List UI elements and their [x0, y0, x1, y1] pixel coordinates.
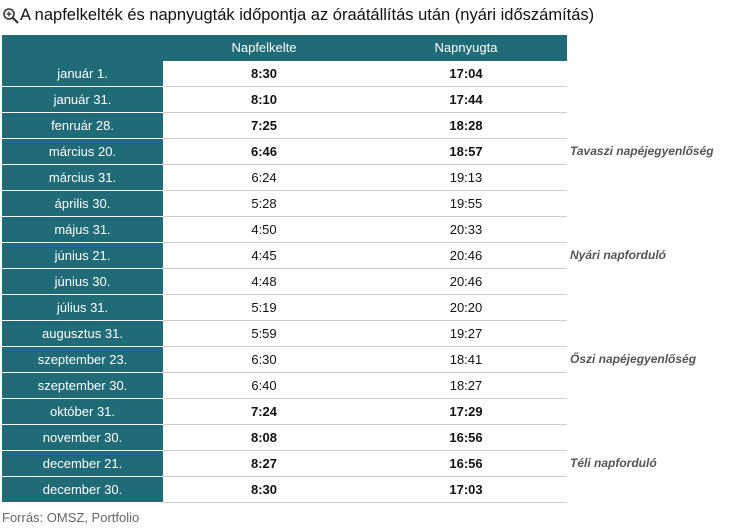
- header-row: Napfelkelte Napnyugta: [2, 35, 740, 61]
- title-bar: A napfelkelték és napnyugták időpontja a…: [2, 6, 594, 25]
- date-cell: január 31.: [2, 87, 163, 113]
- table-row: május 31. 4:50 20:33: [2, 217, 740, 243]
- sunrise-cell: 6:30: [163, 347, 365, 373]
- sunrise-cell: 7:25: [163, 113, 365, 139]
- table-row: január 1. 8:30 17:04: [2, 61, 740, 87]
- date-cell: október 31.: [2, 399, 163, 425]
- table-row: szeptember 23. 6:30 18:41 Őszi napéjegyenlő…: [2, 347, 740, 373]
- sunrise-cell: 6:46: [163, 139, 365, 165]
- sunrise-cell: 5:28: [163, 191, 365, 217]
- row-note: Őszi napéjegyenlőség: [570, 352, 697, 366]
- zoom-icon: [3, 7, 19, 24]
- sunset-cell: 19:27: [365, 321, 567, 347]
- sunrise-cell: 4:48: [163, 269, 365, 295]
- sunset-cell: 18:41: [365, 347, 567, 373]
- table-row: november 30. 8:08 16:56: [2, 425, 740, 451]
- sunrise-cell: 6:40: [163, 373, 365, 399]
- table-row: június 21. 4:45 20:46 Nyári napforduló: [2, 243, 740, 269]
- row-note: Tavaszi napéjegyenlőség: [570, 144, 714, 158]
- sunrise-cell: 4:45: [163, 243, 365, 269]
- sunrise-cell: 7:24: [163, 399, 365, 425]
- sunrise-cell: 5:59: [163, 321, 365, 347]
- date-cell: augusztus 31.: [2, 321, 163, 347]
- sunrise-cell: 4:50: [163, 217, 365, 243]
- date-cell: április 30.: [2, 191, 163, 217]
- sunrise-cell: 8:10: [163, 87, 365, 113]
- date-cell: június 21.: [2, 243, 163, 269]
- date-cell: június 30.: [2, 269, 163, 295]
- table-row: december 30. 8:30 17:03: [2, 477, 740, 503]
- sunset-cell: 17:03: [365, 477, 567, 503]
- sunset-cell: 19:55: [365, 191, 567, 217]
- sunrise-cell: 8:30: [163, 477, 365, 503]
- date-cell: szeptember 23.: [2, 347, 163, 373]
- table: Napfelkelte Napnyugta január 1. 8:30 17:04…: [2, 35, 740, 503]
- table-row: október 31. 7:24 17:29: [2, 399, 740, 425]
- sunrise-cell: 8:27: [163, 451, 365, 477]
- sunset-cell: 16:56: [365, 425, 567, 451]
- sunrise-cell: 5:19: [163, 295, 365, 321]
- sunset-cell: 17:29: [365, 399, 567, 425]
- table-row: szeptember 30. 6:40 18:27: [2, 373, 740, 399]
- sunset-cell: 20:46: [365, 243, 567, 269]
- date-cell: március 31.: [2, 165, 163, 191]
- sunset-cell: 20:20: [365, 295, 567, 321]
- sunset-cell: 20:33: [365, 217, 567, 243]
- table-row: december 21. 8:27 16:56 Téli napforduló: [2, 451, 740, 477]
- header-cell: Napnyugta: [365, 35, 567, 61]
- table-row: március 31. 6:24 19:13: [2, 165, 740, 191]
- sunset-cell: 16:56: [365, 451, 567, 477]
- sunset-cell: 18:27: [365, 373, 567, 399]
- date-cell: január 1.: [2, 61, 163, 87]
- sunset-cell: 17:04: [365, 61, 567, 87]
- table-row: június 30. 4:48 20:46: [2, 269, 740, 295]
- table-row: fenruár 28. 7:25 18:28: [2, 113, 740, 139]
- sunrise-cell: 6:24: [163, 165, 365, 191]
- sunset-cell: 19:13: [365, 165, 567, 191]
- sunset-cell: 18:28: [365, 113, 567, 139]
- table-row: július 31. 5:19 20:20: [2, 295, 740, 321]
- title: A napfelkelték és napnyugták időpontja a…: [20, 6, 595, 24]
- row-note: Nyári napforduló: [570, 248, 667, 262]
- header-cell: [2, 35, 163, 61]
- header-cell: Napfelkelte: [163, 35, 365, 61]
- sunrise-cell: 8:08: [163, 425, 365, 451]
- date-cell: szeptember 30.: [2, 373, 163, 399]
- table-row: március 20. 6:46 18:57 Tavaszi napéjegyenlő…: [2, 139, 740, 165]
- source: Forrás: OMSZ, Portfolio: [2, 510, 140, 525]
- date-cell: december 21.: [2, 451, 163, 477]
- sunset-cell: 20:46: [365, 269, 567, 295]
- table-row: január 31. 8:10 17:44: [2, 87, 740, 113]
- date-cell: május 31.: [2, 217, 163, 243]
- date-cell: november 30.: [2, 425, 163, 451]
- date-cell: december 30.: [2, 477, 163, 503]
- sunset-cell: 18:57: [365, 139, 567, 165]
- date-cell: július 31.: [2, 295, 163, 321]
- sunset-cell: 17:44: [365, 87, 567, 113]
- date-cell: fenruár 28.: [2, 113, 163, 139]
- row-note: Téli napforduló: [570, 456, 657, 470]
- date-cell: március 20.: [2, 139, 163, 165]
- table-row: augusztus 31. 5:59 19:27: [2, 321, 740, 347]
- table-row: április 30. 5:28 19:55: [2, 191, 740, 217]
- sunrise-cell: 8:30: [163, 61, 365, 87]
